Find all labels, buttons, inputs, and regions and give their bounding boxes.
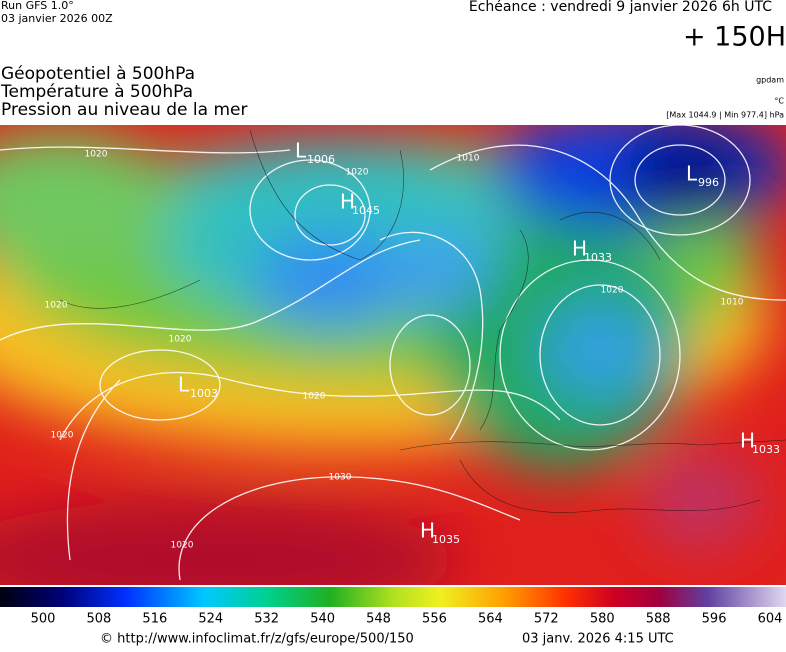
colorbar-tick: 572 bbox=[534, 612, 559, 627]
footer-url: © http://www.infoclimat.fr/z/gfs/europe/… bbox=[100, 632, 414, 647]
valid-time: Echéance : vendredi 9 janvier 2026 6h UT… bbox=[469, 0, 772, 15]
legend-note: gpdam bbox=[756, 76, 784, 85]
isobar-label: 1020 bbox=[51, 431, 74, 441]
pressure-center: L bbox=[295, 139, 307, 163]
isobar-label: 1020 bbox=[45, 301, 68, 311]
pressure-value: 1003 bbox=[190, 387, 218, 400]
colorbar-tick: 604 bbox=[758, 612, 783, 627]
isobar-label: 1020 bbox=[601, 286, 624, 296]
pressure-center: H bbox=[740, 429, 755, 453]
colorbar-tick: 500 bbox=[31, 612, 56, 627]
colorbar-tick: 564 bbox=[478, 612, 503, 627]
colorbar-tick: 540 bbox=[310, 612, 335, 627]
map bbox=[0, 125, 786, 585]
footer-date: 03 janv. 2026 4:15 UTC bbox=[522, 632, 674, 647]
colorbar-tick: 532 bbox=[254, 612, 279, 627]
legend-note: [Max 1044.9 | Min 977.4] hPa bbox=[666, 111, 784, 120]
run-date: 03 janvier 2026 00Z bbox=[1, 12, 113, 25]
colorbar-tick: 548 bbox=[366, 612, 391, 627]
isobar-label: 1010 bbox=[721, 298, 744, 308]
pressure-value: 1035 bbox=[432, 533, 460, 546]
pressure-center: H bbox=[420, 519, 435, 543]
isobar-label: 1020 bbox=[171, 541, 194, 551]
isobar-label: 1030 bbox=[329, 473, 352, 483]
colorbar-tick: 516 bbox=[142, 612, 167, 627]
legend-line: Température à 500hPa bbox=[0, 82, 193, 102]
pressure-center: L bbox=[686, 162, 698, 186]
pressure-center: H bbox=[572, 237, 587, 261]
lead-time: + 150H bbox=[683, 22, 786, 53]
pressure-value: 996 bbox=[698, 176, 719, 189]
pressure-value: 1045 bbox=[352, 204, 380, 217]
colorbar-tick: 596 bbox=[702, 612, 727, 627]
isobar-label: 1020 bbox=[346, 168, 369, 178]
isobar-label: 1020 bbox=[303, 392, 326, 402]
isobar-label: 1020 bbox=[169, 335, 192, 345]
colorbar-tick: 580 bbox=[590, 612, 615, 627]
isobar-label: 1010 bbox=[457, 154, 480, 164]
colorbar-tick: 588 bbox=[646, 612, 671, 627]
run: Run GFS 1.0° bbox=[1, 0, 74, 12]
pressure-center: H bbox=[340, 190, 355, 214]
pressure-value: 1006 bbox=[307, 153, 335, 166]
colorbar-tick: 556 bbox=[422, 612, 447, 627]
legend-line: Géopotentiel à 500hPa bbox=[1, 64, 195, 84]
isobar-label: 1020 bbox=[85, 150, 108, 160]
colorbar bbox=[0, 587, 786, 607]
pressure-center: L bbox=[178, 373, 190, 397]
legend-line: Pression au niveau de la mer bbox=[1, 100, 247, 120]
pressure-value: 1033 bbox=[584, 251, 612, 264]
legend-note: °C bbox=[774, 97, 784, 106]
colorbar-tick: 508 bbox=[87, 612, 112, 627]
colorbar-tick: 524 bbox=[198, 612, 223, 627]
pressure-value: 1033 bbox=[752, 443, 780, 456]
